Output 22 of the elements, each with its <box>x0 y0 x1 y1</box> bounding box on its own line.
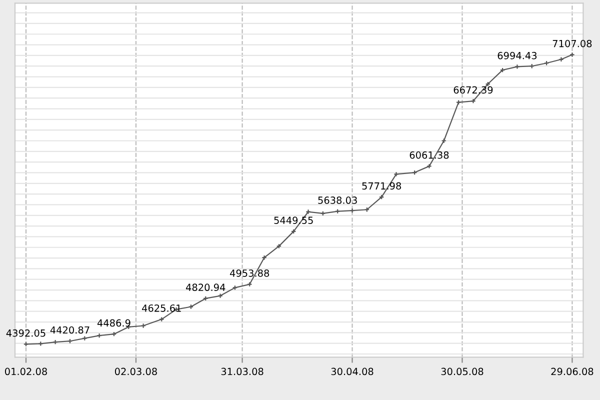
point <box>394 172 399 177</box>
point <box>514 64 520 70</box>
x-tick-label: 30.05.08 <box>441 368 484 376</box>
data-label: 7107.08 <box>552 40 592 48</box>
x-tick-label: 02.03.08 <box>114 368 157 376</box>
x-tick-label: 01.02.08 <box>4 368 47 376</box>
data-label: 4392.05 <box>6 329 46 337</box>
point <box>140 323 146 328</box>
data-label: 4625.61 <box>142 304 181 312</box>
data-label: 5638.03 <box>318 196 357 204</box>
point <box>218 293 223 298</box>
data-label: 6994.43 <box>498 52 537 60</box>
point <box>306 209 311 214</box>
data-label: 4820.94 <box>186 284 226 292</box>
point <box>276 244 282 249</box>
point <box>426 164 432 169</box>
data-label: 4486.9 <box>97 319 130 327</box>
x-tick-label: 31.03.08 <box>221 368 264 376</box>
data-label: 4420.87 <box>50 326 90 334</box>
point <box>188 304 194 310</box>
x-tick-label: 29.06.08 <box>551 368 594 376</box>
x-tick-label: 30.04.08 <box>331 368 374 376</box>
